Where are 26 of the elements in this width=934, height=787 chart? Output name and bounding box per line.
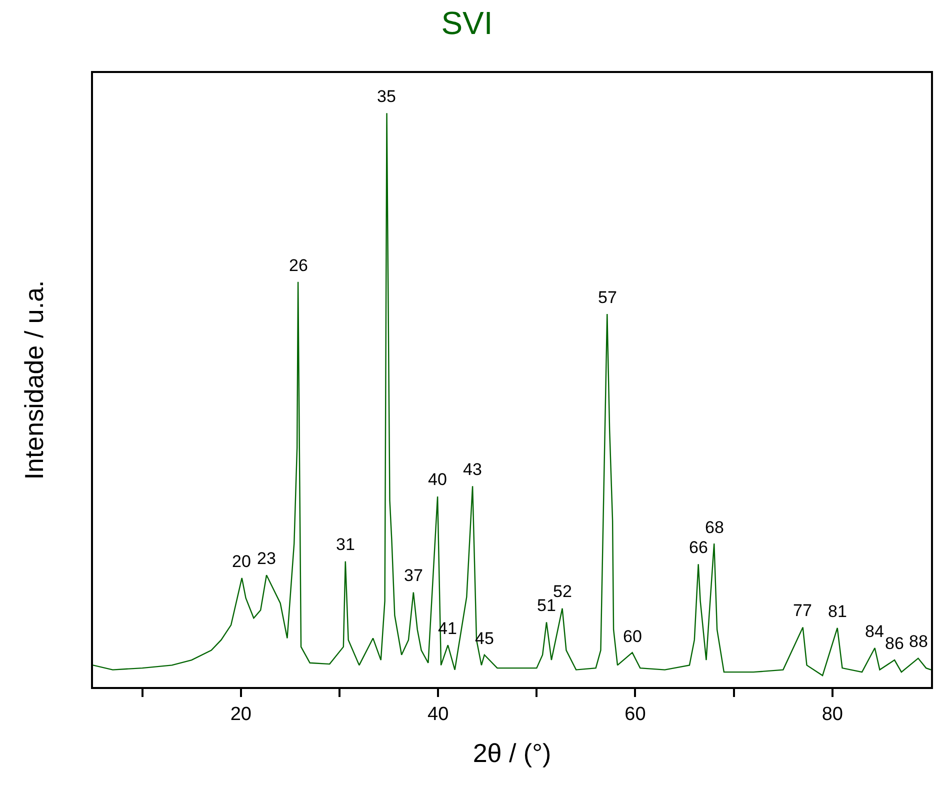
- annotation: 57: [598, 288, 617, 307]
- annotation: 37: [404, 566, 423, 585]
- annotation: 86: [885, 634, 904, 653]
- annotation: 35: [377, 87, 396, 106]
- annotation: 40: [428, 470, 447, 489]
- chart-title: SVI: [441, 5, 493, 42]
- x-tick-label: 20: [230, 704, 252, 725]
- annotation: 23: [257, 549, 276, 568]
- annotation: 66: [689, 538, 708, 557]
- annotation: 60: [623, 627, 642, 646]
- x-axis-title: 2θ / (°): [472, 738, 552, 768]
- x-tick-label: 60: [624, 704, 646, 725]
- annotation: 77: [793, 601, 812, 620]
- annotation: 68: [705, 518, 724, 537]
- x-tick-label: 80: [822, 704, 843, 725]
- annotation: 20: [232, 552, 251, 571]
- annotation: 88: [909, 632, 928, 651]
- y-axis-title: Intensidade / u.a.: [18, 280, 49, 480]
- x-tick-label: 40: [427, 704, 449, 725]
- annotation: 52: [553, 582, 572, 601]
- annotation: 43: [463, 460, 482, 479]
- annotation: 84: [865, 622, 884, 641]
- annotation: 26: [289, 256, 308, 275]
- annotation: 81: [828, 602, 847, 621]
- annotation: 31: [336, 535, 355, 554]
- annotation: 51: [537, 596, 556, 615]
